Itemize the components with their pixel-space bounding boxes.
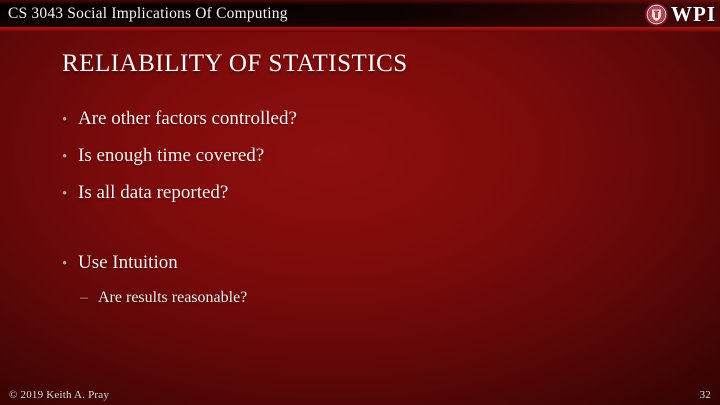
header-divider-line	[0, 27, 720, 32]
page-title: RELIABILITY OF STATISTICS	[62, 50, 408, 77]
bullet-icon: •	[62, 112, 68, 128]
spacer	[62, 219, 690, 252]
list-item: • Use Intuition	[62, 252, 690, 274]
footer: © 2019 Keith A. Pray 32	[0, 387, 720, 405]
list-item: • Are other factors controlled?	[62, 108, 690, 130]
slide-content: • Are other factors controlled? • Is eno…	[62, 108, 690, 307]
bullet-text: Are other factors controlled?	[78, 108, 297, 129]
list-item: • Is enough time covered?	[62, 145, 690, 167]
wpi-logo: WPI	[644, 2, 716, 27]
bullet-text: Is enough time covered?	[78, 145, 265, 166]
bullet-icon: •	[62, 256, 68, 272]
dash-icon: –	[80, 289, 88, 306]
sub-list-item: – Are results reasonable?	[80, 289, 690, 307]
sub-bullet-text: Are results reasonable?	[98, 289, 248, 306]
bullet-icon: •	[62, 149, 68, 165]
list-item: • Is all data reported?	[62, 182, 690, 204]
course-title: CS 3043 Social Implications Of Computing	[8, 4, 288, 22]
page-number: 32	[699, 389, 711, 401]
copyright-text: © 2019 Keith A. Pray	[9, 389, 110, 401]
bullet-icon: •	[62, 186, 68, 202]
bullet-text: Is all data reported?	[78, 182, 229, 203]
header-bar: CS 3043 Social Implications Of Computing…	[0, 0, 720, 27]
wpi-logo-text: WPI	[671, 2, 716, 26]
wpi-seal-icon	[644, 2, 669, 27]
bullet-text: Use Intuition	[78, 252, 178, 273]
